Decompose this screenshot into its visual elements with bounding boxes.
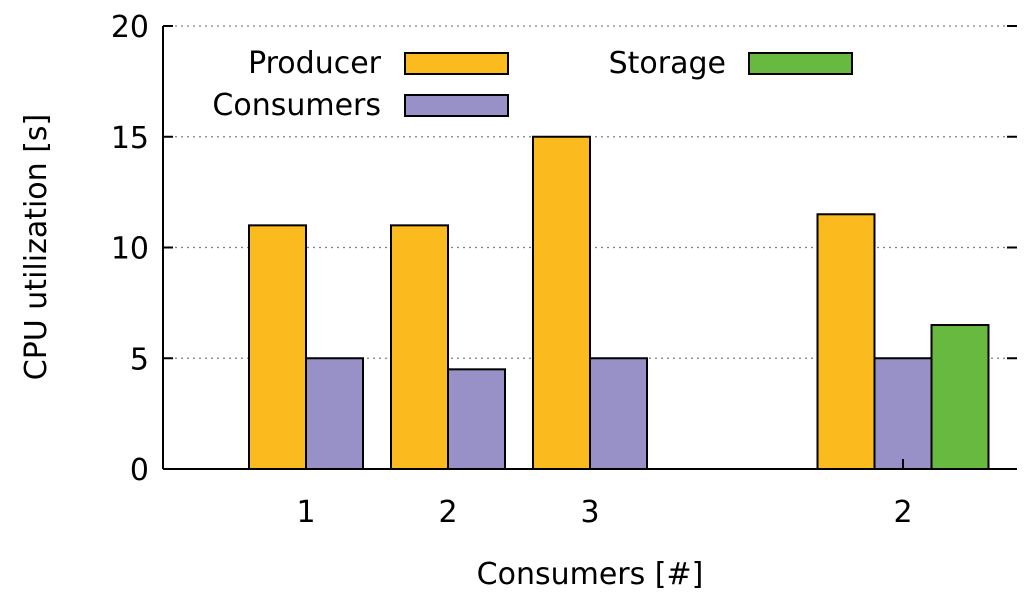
legend-label-consumers: Consumers [212, 88, 381, 123]
bar-consumers-1 [305, 357, 364, 470]
y-axis-title: CPU utilization [s] [19, 114, 54, 380]
bar-producer-3 [532, 135, 591, 470]
y-tick-label: 20 [111, 10, 149, 45]
bar-producer-4 [816, 213, 876, 470]
tick-labels: 0 5 10 15 20 1 2 3 2 [111, 10, 913, 530]
legend-label-storage: Storage [609, 46, 726, 81]
y-tick-label: 5 [130, 342, 149, 377]
bar-consumers-3 [589, 357, 648, 470]
legend: Producer Consumers Storage [212, 46, 853, 123]
legend-label-producer: Producer [248, 46, 382, 81]
legend-swatch-storage [748, 52, 853, 75]
bar-producer-2 [390, 224, 449, 470]
axes [162, 25, 1017, 470]
bar-consumers-2 [447, 368, 506, 471]
y-tick-label: 15 [111, 121, 149, 156]
y-tick-label: 10 [111, 232, 149, 267]
x-axis-title: Consumers [#] [477, 557, 704, 592]
legend-swatch-consumers [404, 94, 509, 117]
x-tick-label: 3 [580, 495, 599, 530]
legend-swatch-producer [404, 52, 509, 75]
x-tick-label: 2 [438, 495, 457, 530]
x-tick-label: 1 [296, 495, 315, 530]
y-tick-label: 0 [130, 453, 149, 488]
bar-storage-4 [930, 324, 990, 470]
bars [248, 135, 990, 471]
x-tick-label: 2 [893, 495, 912, 530]
bar-consumers-4 [873, 357, 933, 470]
bar-producer-1 [248, 224, 307, 470]
